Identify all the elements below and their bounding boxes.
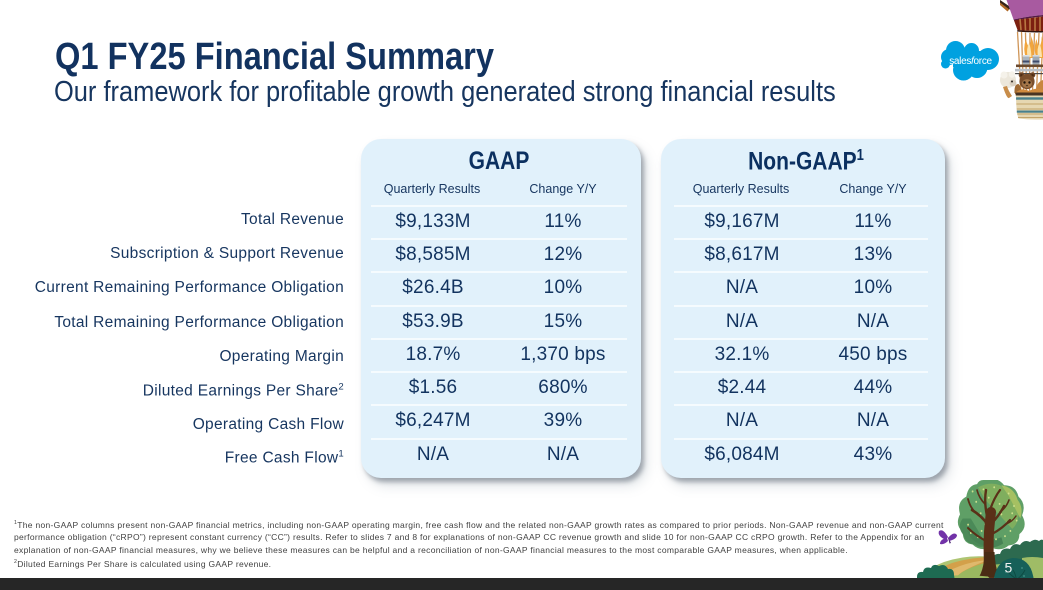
svg-text:salesforce: salesforce — [949, 56, 992, 67]
svg-text:5: 5 — [1005, 560, 1013, 576]
